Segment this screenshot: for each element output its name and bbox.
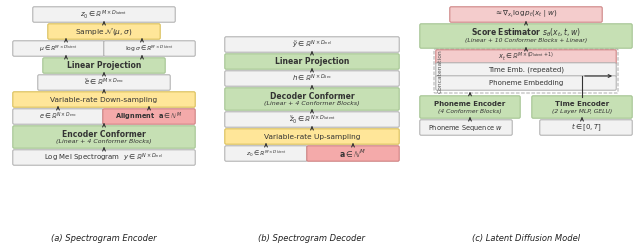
Text: $x_t \in \mathbb{R}^{M \times (D_\mathrm{latent}+1)}$: $x_t \in \mathbb{R}^{M \times (D_\mathrm…	[498, 51, 554, 63]
FancyBboxPatch shape	[420, 96, 520, 118]
Text: Log Mel Spectrogram  $y \in \mathbb{R}^{N \times D_\mathrm{mel}}$: Log Mel Spectrogram $y \in \mathbb{R}^{N…	[44, 151, 164, 164]
Text: $\tilde{y} \in \mathbb{R}^{N \times D_\mathrm{mel}}$: $\tilde{y} \in \mathbb{R}^{N \times D_\m…	[292, 38, 332, 51]
Text: Alignment  $\mathbf{a} \in \mathbb{N}^M$: Alignment $\mathbf{a} \in \mathbb{N}^M$	[115, 110, 182, 123]
Text: $\tilde{e} \in \mathbb{R}^{M \times D_\mathrm{enc}}$: $\tilde{e} \in \mathbb{R}^{M \times D_\m…	[84, 77, 124, 88]
FancyBboxPatch shape	[13, 126, 195, 148]
Text: Variable-rate Up-sampling: Variable-rate Up-sampling	[264, 134, 360, 139]
Text: Phoneme Sequence $w$: Phoneme Sequence $w$	[428, 122, 504, 133]
FancyBboxPatch shape	[103, 109, 195, 124]
FancyBboxPatch shape	[540, 120, 632, 135]
FancyBboxPatch shape	[420, 120, 512, 135]
FancyBboxPatch shape	[43, 58, 165, 73]
Text: (Linear + 10 Conformer Blocks + Linear): (Linear + 10 Conformer Blocks + Linear)	[465, 38, 587, 43]
FancyBboxPatch shape	[33, 7, 175, 22]
Text: (Linear + 4 Conformer Blocks): (Linear + 4 Conformer Blocks)	[264, 100, 360, 106]
Text: $\mu \in \mathbb{R}^{M \times D_\mathrm{latent}}$: $\mu \in \mathbb{R}^{M \times D_\mathrm{…	[39, 43, 77, 54]
Text: Phoneme Embedding: Phoneme Embedding	[489, 80, 563, 86]
Text: $\approx \nabla_{x_t} \log p_t(x_t \mid w)$: $\approx \nabla_{x_t} \log p_t(x_t \mid …	[494, 9, 557, 20]
Text: $e \in \mathbb{R}^{N \times D_\mathrm{enc}}$: $e \in \mathbb{R}^{N \times D_\mathrm{en…	[39, 111, 77, 122]
Text: (4 Conformer Blocks): (4 Conformer Blocks)	[438, 109, 502, 114]
Text: Time Encoder: Time Encoder	[555, 101, 609, 107]
Text: Decoder Conformer: Decoder Conformer	[269, 91, 355, 100]
Text: $z_0 \in \mathbb{R}^{M \times D_\mathrm{latent}}$: $z_0 \in \mathbb{R}^{M \times D_\mathrm{…	[81, 8, 127, 21]
FancyBboxPatch shape	[104, 41, 195, 56]
Text: $z_0 \in \mathbb{R}^{M \times D_\mathrm{latent}}$: $z_0 \in \mathbb{R}^{M \times D_\mathrm{…	[246, 148, 286, 159]
FancyBboxPatch shape	[225, 88, 399, 110]
FancyBboxPatch shape	[48, 24, 160, 39]
Text: Linear Projection: Linear Projection	[275, 57, 349, 66]
Text: Phoneme Encoder: Phoneme Encoder	[435, 101, 506, 107]
Text: Sample $\mathcal{N}(\mu,\sigma)$: Sample $\mathcal{N}(\mu,\sigma)$	[76, 26, 132, 37]
Text: $\tilde{z}_0 \in \mathbb{R}^{N \times D_\mathrm{latent}}$: $\tilde{z}_0 \in \mathbb{R}^{N \times D_…	[289, 113, 335, 126]
FancyBboxPatch shape	[13, 92, 195, 107]
FancyBboxPatch shape	[436, 63, 616, 77]
FancyBboxPatch shape	[13, 109, 103, 124]
FancyBboxPatch shape	[532, 96, 632, 118]
FancyBboxPatch shape	[436, 50, 616, 64]
Text: Concatenation: Concatenation	[438, 49, 442, 93]
Text: (Linear + 4 Conformer Blocks): (Linear + 4 Conformer Blocks)	[56, 138, 152, 144]
FancyBboxPatch shape	[420, 24, 632, 48]
Text: (2 Layer MLP, GELU): (2 Layer MLP, GELU)	[552, 109, 612, 114]
Text: Variable-rate Down-sampling: Variable-rate Down-sampling	[51, 97, 157, 102]
FancyBboxPatch shape	[225, 112, 399, 127]
FancyBboxPatch shape	[225, 71, 399, 86]
FancyBboxPatch shape	[307, 146, 399, 161]
FancyBboxPatch shape	[450, 7, 602, 22]
Text: $t \in [0,T]$: $t \in [0,T]$	[571, 122, 602, 133]
FancyBboxPatch shape	[225, 37, 399, 52]
Text: (a) Spectrogram Encoder: (a) Spectrogram Encoder	[51, 233, 157, 243]
Text: (c) Latent Diffusion Model: (c) Latent Diffusion Model	[472, 233, 580, 243]
Text: Encoder Conformer: Encoder Conformer	[62, 130, 146, 138]
Text: (b) Spectrogram Decoder: (b) Spectrogram Decoder	[259, 233, 365, 243]
FancyBboxPatch shape	[436, 76, 616, 90]
Text: $\log \sigma \in \mathbb{R}^{M \times D_\mathrm{latent}}$: $\log \sigma \in \mathbb{R}^{M \times D_…	[125, 43, 173, 54]
FancyBboxPatch shape	[13, 150, 195, 165]
FancyBboxPatch shape	[225, 54, 399, 69]
Text: Time Emb. (repeated): Time Emb. (repeated)	[488, 67, 564, 73]
FancyBboxPatch shape	[225, 129, 399, 144]
Text: Linear Projection: Linear Projection	[67, 61, 141, 70]
FancyBboxPatch shape	[13, 41, 104, 56]
Text: $h \in \mathbb{R}^{N \times D_\mathrm{dec}}$: $h \in \mathbb{R}^{N \times D_\mathrm{de…	[292, 73, 332, 84]
FancyBboxPatch shape	[38, 75, 170, 90]
FancyBboxPatch shape	[225, 146, 307, 161]
Text: Score Estimator $s_\theta(x_t, t, w)$: Score Estimator $s_\theta(x_t, t, w)$	[471, 26, 581, 39]
Text: $\mathbf{a} \in \mathbb{N}^M$: $\mathbf{a} \in \mathbb{N}^M$	[339, 147, 367, 160]
